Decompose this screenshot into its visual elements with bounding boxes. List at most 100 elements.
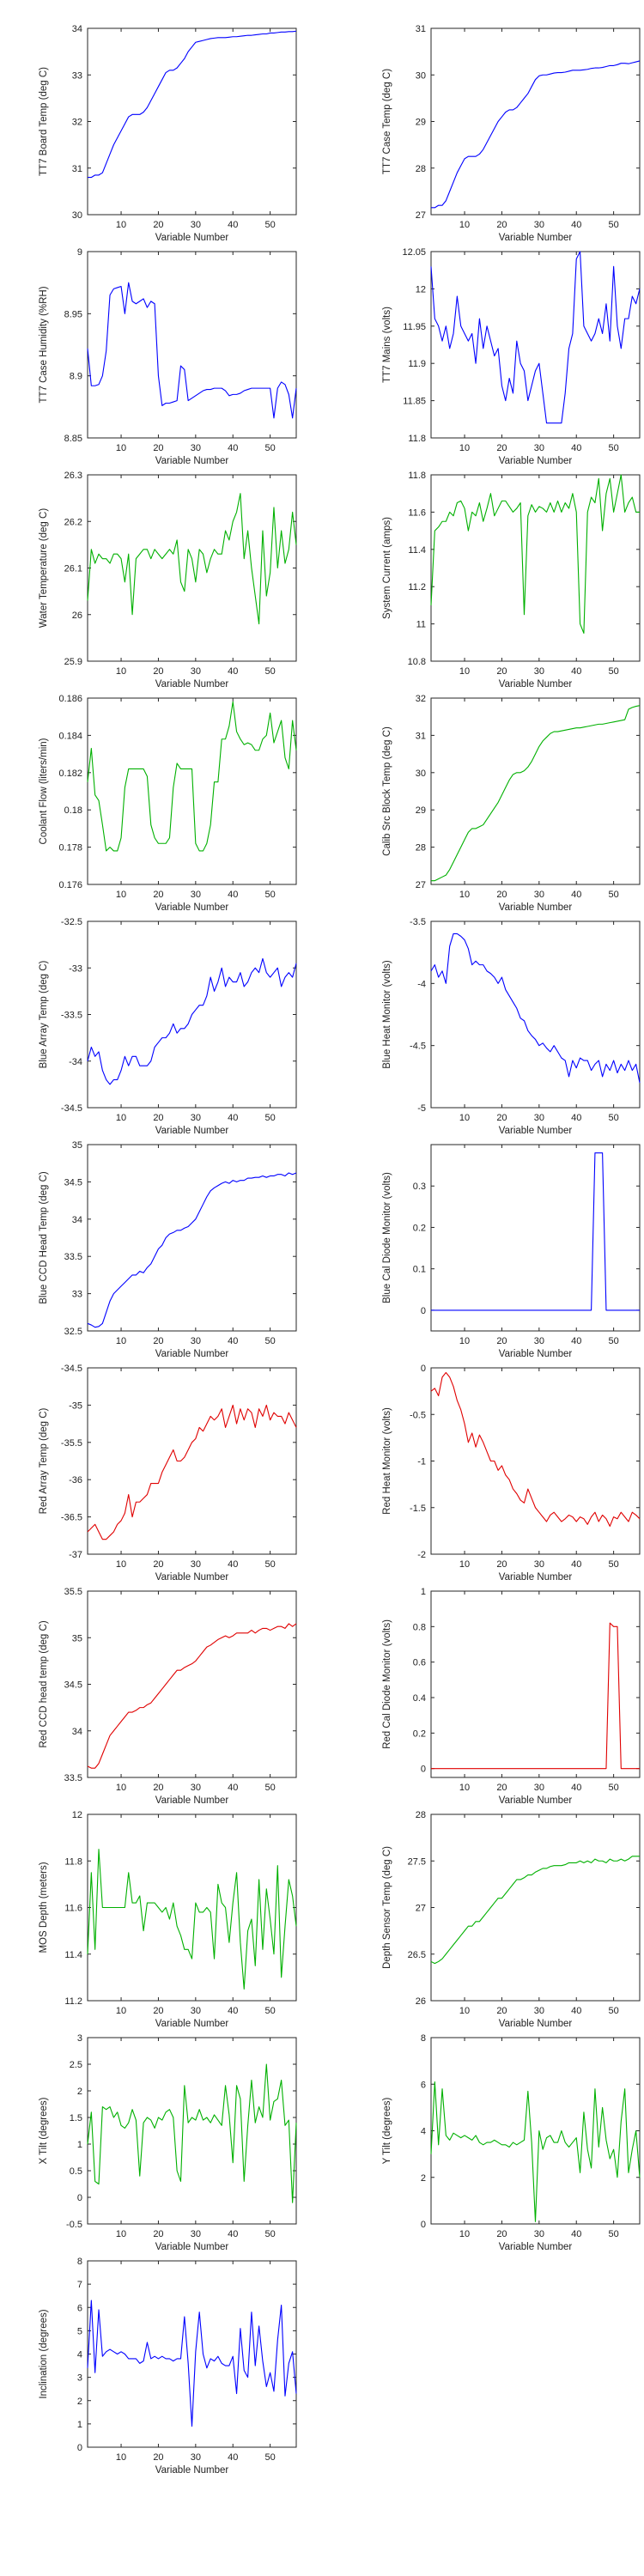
y-tick-label: 11.95 [403, 322, 426, 332]
y-tick-label: 27.5 [408, 1856, 426, 1867]
x-tick-label: 10 [459, 666, 470, 677]
y-tick-label: 11.9 [408, 359, 426, 369]
y-axis-label: Red Array Temp (deg C) [39, 1407, 49, 1514]
x-tick-label: 10 [116, 2229, 126, 2239]
x-tick-label: 20 [496, 1559, 507, 1570]
x-tick-label: 20 [496, 2229, 507, 2239]
x-tick-label: 10 [459, 1113, 470, 1123]
y-tick-label: -1.5 [410, 1504, 426, 1514]
series-line [430, 474, 640, 635]
chart-5: 10 20 30 40 50 25.9 26 26.1 26.2 26.3 Variable Num… [39, 471, 297, 690]
y-tick-label: 26.5 [408, 1950, 426, 1960]
x-tick-label: 30 [191, 1113, 201, 1123]
x-tick-label: 20 [153, 2006, 163, 2016]
x-tick-label: 40 [228, 1113, 238, 1123]
y-tick-label: 35.5 [64, 1587, 82, 1597]
chart-11: 10 20 30 40 50 32.5 33 33.5 34 34.5 35 Variable Num… [39, 1140, 297, 1359]
x-tick-label: 30 [191, 220, 201, 230]
x-tick-label: 50 [609, 220, 619, 230]
plot-area [430, 697, 641, 885]
y-tick-label: 1 [421, 1587, 426, 1597]
x-tick-label: 20 [496, 443, 507, 453]
x-tick-label: 30 [534, 2229, 544, 2239]
x-tick-label: 50 [265, 666, 276, 677]
y-tick-label: 8 [421, 2033, 426, 2044]
series-line [430, 1856, 640, 1965]
x-tick-label: 50 [609, 1559, 619, 1570]
plot-area [87, 1590, 297, 1778]
series-line [431, 60, 641, 209]
y-tick-label: -4.5 [410, 1042, 426, 1052]
x-axis-label: Variable Number [155, 679, 229, 690]
x-tick-label: 30 [191, 443, 201, 453]
y-tick-label: 33 [72, 1290, 82, 1300]
x-axis-label: Variable Number [499, 233, 573, 243]
y-tick-label: 32.5 [64, 1327, 82, 1337]
x-tick-label: 40 [571, 890, 581, 900]
x-tick-label: 40 [571, 2006, 581, 2016]
x-axis-label: Variable Number [155, 2019, 229, 2029]
y-tick-label: 34.5 [64, 1177, 82, 1188]
chart-21: 10 20 30 40 50 0 1 2 3 4 5 6 7 8 Variable Number Inclin… [39, 2257, 297, 2476]
y-tick-label: 5 [77, 2326, 82, 2336]
series-line [430, 251, 641, 424]
x-tick-label: 50 [609, 443, 619, 453]
x-tick-label: 10 [116, 890, 126, 900]
y-axis-label: System Current (amps) [382, 517, 392, 619]
y-tick-label: 0.18 [64, 805, 82, 816]
x-tick-label: 10 [459, 1559, 470, 1570]
y-tick-label: 0 [421, 2220, 426, 2230]
y-tick-label: 6 [421, 2080, 426, 2090]
x-tick-label: 50 [265, 1113, 276, 1123]
x-tick-label: 20 [496, 1783, 507, 1793]
x-tick-label: 10 [116, 2006, 126, 2016]
y-tick-label: 28 [416, 164, 426, 174]
x-tick-label: 10 [116, 443, 126, 453]
x-tick-label: 20 [496, 220, 507, 230]
x-axis-label: Variable Number [155, 1572, 229, 1583]
chart-7: 10 20 30 40 50 0.176 0.178 0.18 0.182 0.184 0.186 V… [39, 694, 297, 913]
x-axis-label: Variable Number [499, 2019, 573, 2029]
y-tick-label: 8 [77, 2257, 82, 2267]
y-tick-label: 0.186 [58, 694, 82, 704]
plot-area [430, 1814, 641, 2002]
y-tick-label: -34.5 [61, 1103, 82, 1114]
plot-area [87, 697, 297, 885]
y-tick-label: 0 [421, 1306, 426, 1316]
chart-20: 10 20 30 40 50 0 2 4 6 8 Variable Number Y Tilt (de… [382, 2033, 641, 2252]
x-tick-label: 40 [228, 1336, 238, 1346]
x-tick-label: 50 [265, 2452, 276, 2463]
x-tick-label: 20 [496, 1336, 507, 1346]
y-tick-label: 26.1 [64, 564, 82, 574]
y-tick-label: -34.5 [61, 1364, 82, 1374]
x-axis-label: Variable Number [499, 679, 573, 690]
chart-4: 10 20 30 40 50 11.8 11.85 11.9 11.95 12 12.05 Varia… [382, 247, 641, 466]
y-tick-label: 26 [72, 611, 82, 621]
x-tick-label: 40 [228, 220, 238, 230]
series-line [431, 705, 641, 882]
y-tick-label: 11.8 [408, 471, 426, 481]
x-tick-label: 30 [534, 1559, 544, 1570]
x-tick-label: 30 [191, 1336, 201, 1346]
y-tick-label: 34 [72, 24, 82, 34]
plot-area [430, 1367, 641, 1555]
x-tick-label: 40 [228, 443, 238, 453]
y-tick-label: 11.6 [64, 1904, 82, 1914]
plot-area [430, 1144, 641, 1332]
y-tick-label: 27 [416, 1904, 426, 1914]
y-tick-label: -0.5 [410, 1410, 426, 1420]
y-tick-label: 0.8 [413, 1622, 426, 1632]
chart-17: 10 20 30 40 50 11.2 11.4 11.6 11.8 12 Variable Num… [39, 1810, 297, 2029]
y-tick-label: 25.9 [64, 657, 82, 667]
y-axis-label: TT7 Case Humidity (%RH) [39, 286, 49, 403]
x-tick-label: 50 [265, 1783, 276, 1793]
plot-area [87, 2037, 297, 2225]
y-tick-label: 2.5 [70, 2060, 82, 2070]
series-line [430, 2081, 641, 2222]
x-tick-label: 30 [191, 2006, 201, 2016]
y-tick-label: 27 [416, 880, 426, 890]
x-tick-label: 40 [571, 443, 581, 453]
y-tick-label: -32.5 [61, 917, 82, 927]
y-tick-label: 3 [77, 2033, 82, 2044]
y-axis-label: Inclination (degrees) [39, 2309, 49, 2398]
